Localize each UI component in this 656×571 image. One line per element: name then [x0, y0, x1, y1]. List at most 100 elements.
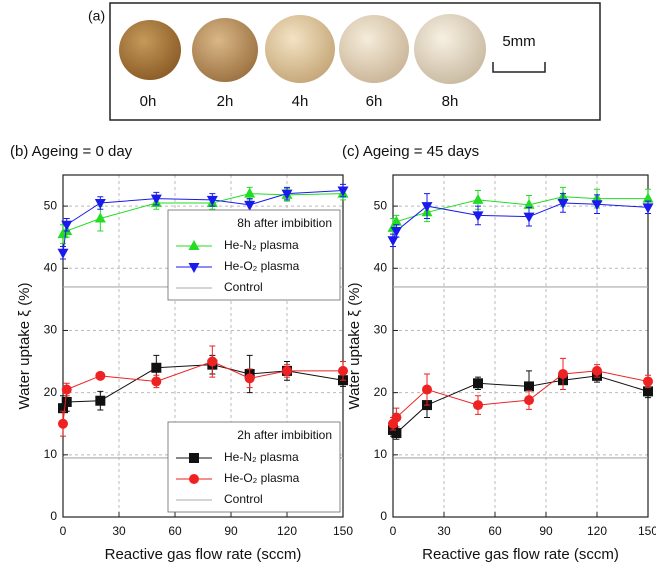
marker — [642, 192, 654, 203]
legend-marker — [188, 240, 200, 250]
legend-box — [167, 421, 341, 513]
marker — [244, 373, 255, 384]
y-tick-label: 0 — [50, 509, 57, 523]
marker — [206, 195, 218, 206]
x-tick-label: 150 — [333, 524, 353, 538]
plot-frame — [62, 174, 344, 518]
y-tick-label: 30 — [44, 323, 58, 337]
y-tick-label: 50 — [374, 198, 388, 212]
marker — [151, 362, 162, 373]
marker — [58, 403, 68, 414]
legend-label: He-O₂ plasma — [224, 259, 300, 273]
y-axis-label: Water uptake ξ (%) — [346, 282, 363, 409]
marker — [61, 396, 72, 407]
marker — [387, 236, 399, 247]
time-label: 6h — [366, 93, 383, 110]
seed — [119, 20, 181, 80]
y-tick-label: 20 — [374, 385, 388, 399]
y-tick-label: 50 — [44, 198, 58, 212]
marker — [390, 226, 402, 237]
x-tick-label: 60 — [168, 524, 182, 538]
series-line — [392, 375, 649, 434]
marker — [281, 189, 293, 200]
y-tick-label: 10 — [374, 447, 388, 461]
series-line — [62, 190, 344, 253]
x-axis-label: Reactive gas flow rate (sccm) — [422, 546, 619, 563]
marker — [591, 200, 603, 211]
marker — [391, 412, 402, 423]
scale-label: 5mm — [502, 33, 535, 50]
marker — [151, 376, 162, 387]
time-label: 0h — [140, 93, 157, 110]
time-label: 2h — [217, 93, 234, 110]
marker — [244, 200, 256, 211]
marker — [95, 395, 106, 406]
legend-label: Control — [224, 492, 263, 506]
marker — [472, 211, 484, 222]
series-line — [392, 370, 649, 424]
marker — [390, 215, 402, 226]
legend-marker — [188, 263, 200, 273]
legend-marker — [189, 453, 199, 463]
series-line — [392, 202, 649, 241]
marker — [558, 368, 568, 379]
marker — [58, 418, 68, 429]
legend-label: He-O₂ plasma — [224, 471, 300, 485]
legend-label: Control — [224, 280, 263, 294]
marker — [421, 202, 433, 213]
legend-box — [167, 209, 341, 301]
y-tick-label: 20 — [44, 385, 58, 399]
marker — [472, 193, 484, 204]
y-tick-label: 0 — [380, 509, 387, 523]
seed — [339, 15, 409, 83]
x-axis-label: Reactive gas flow rate (sccm) — [105, 546, 302, 563]
marker — [150, 194, 162, 205]
x-tick-label: 120 — [277, 524, 297, 538]
y-axis-label: Water uptake ξ (%) — [16, 282, 33, 409]
marker — [282, 365, 292, 376]
marker — [338, 365, 348, 376]
y-tick-label: 10 — [44, 447, 58, 461]
legend-title: 2h after imbibition — [237, 428, 332, 442]
series-line — [392, 196, 648, 229]
marker — [592, 365, 602, 376]
marker — [643, 376, 653, 387]
seed — [265, 15, 335, 83]
plot-frame — [392, 174, 649, 518]
y-tick-label: 30 — [374, 323, 388, 337]
marker — [57, 248, 69, 259]
x-tick-label: 0 — [60, 524, 67, 538]
x-tick-label: 0 — [390, 524, 397, 538]
series-line — [62, 193, 344, 235]
marker — [523, 198, 535, 209]
scale-bar — [492, 62, 546, 73]
marker — [523, 212, 535, 223]
time-label: 4h — [292, 93, 309, 110]
series-line — [62, 364, 344, 409]
x-tick-label: 90 — [224, 524, 238, 538]
x-tick-label: 120 — [587, 524, 607, 538]
marker — [642, 203, 654, 214]
x-tick-label: 90 — [539, 524, 553, 538]
legend-title: 8h after imbibition — [237, 216, 332, 230]
legend-label: He-N₂ plasma — [224, 450, 299, 464]
x-tick-label: 150 — [638, 524, 656, 538]
marker — [473, 378, 483, 389]
series-line — [62, 361, 343, 424]
x-tick-label: 30 — [112, 524, 126, 538]
marker — [207, 356, 218, 367]
time-label: 8h — [442, 93, 459, 110]
marker — [61, 220, 73, 231]
marker — [643, 386, 653, 397]
marker — [95, 370, 106, 381]
x-tick-label: 30 — [437, 524, 451, 538]
marker — [94, 212, 106, 223]
chart-title: (b) Ageing = 0 day — [10, 143, 133, 160]
x-tick-label: 60 — [488, 524, 502, 538]
marker — [524, 381, 534, 392]
panel-label: (a) — [88, 8, 105, 24]
panel-a: (a) 0h 2h 4h 6h 8h 5mm — [88, 2, 601, 121]
marker — [391, 428, 402, 439]
marker — [94, 198, 106, 209]
